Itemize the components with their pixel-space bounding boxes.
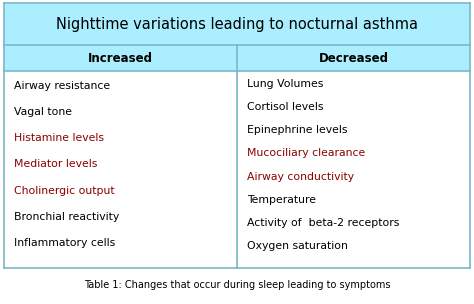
Text: Cortisol levels: Cortisol levels (247, 102, 323, 112)
Bar (4, 3, 470, 45)
Text: Lung Volumes: Lung Volumes (247, 79, 323, 89)
Text: Mucociliary clearance: Mucociliary clearance (247, 148, 365, 158)
Text: Histamine levels: Histamine levels (14, 133, 104, 143)
Text: Airway resistance: Airway resistance (14, 81, 110, 91)
Text: Temperature: Temperature (247, 195, 316, 205)
Text: Epinephrine levels: Epinephrine levels (247, 125, 347, 135)
Bar (4, 45, 237, 71)
Text: Mediator levels: Mediator levels (14, 159, 97, 169)
Text: Oxygen saturation: Oxygen saturation (247, 241, 348, 251)
Bar (4, 71, 470, 268)
Text: Bronchial reactivity: Bronchial reactivity (14, 212, 119, 222)
Text: Increased: Increased (88, 51, 153, 64)
Text: Cholinergic output: Cholinergic output (14, 185, 115, 195)
Text: Inflammatory cells: Inflammatory cells (14, 238, 115, 248)
Text: Decreased: Decreased (319, 51, 389, 64)
Text: Table 1: Changes that occur during sleep leading to symptoms: Table 1: Changes that occur during sleep… (84, 280, 390, 290)
Text: Vagal tone: Vagal tone (14, 107, 72, 117)
Bar (237, 45, 470, 71)
Text: Nighttime variations leading to nocturnal asthma: Nighttime variations leading to nocturna… (56, 16, 418, 32)
Text: Airway conductivity: Airway conductivity (247, 171, 354, 181)
Text: Activity of  beta-2 receptors: Activity of beta-2 receptors (247, 218, 400, 228)
